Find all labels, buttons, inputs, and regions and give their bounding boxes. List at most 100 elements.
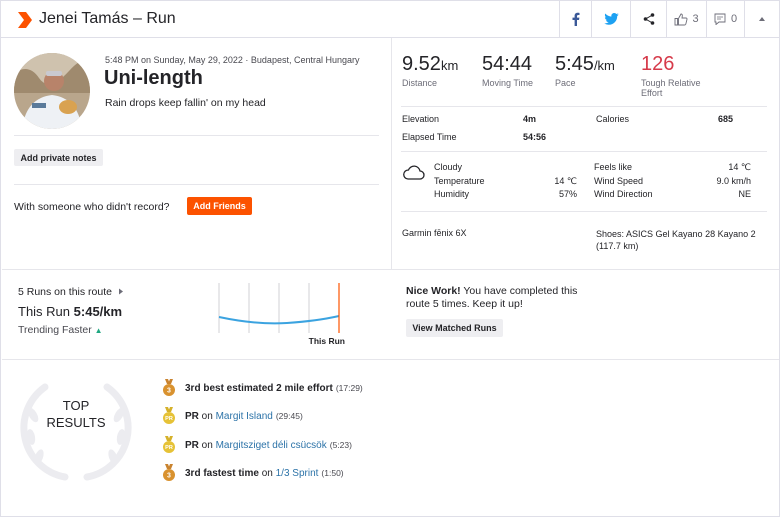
pace-number: 5:45	[555, 53, 594, 75]
nice-work-text: You have completed this route 5 times. K…	[406, 285, 578, 310]
calories-label: Calories	[596, 114, 630, 124]
segment-link[interactable]: 1/3 Sprint	[275, 467, 319, 479]
page-title: Jenei Tamás – Run	[39, 10, 176, 27]
add-private-notes-button[interactable]: Add private notes	[14, 149, 103, 166]
activity-description: Rain drops keep fallin' on my head	[105, 97, 266, 109]
elapsed-time-value: 54:56	[523, 132, 547, 142]
pace-label: Pace	[555, 78, 576, 88]
result-time: (5:23)	[329, 440, 352, 450]
share-icon	[643, 13, 654, 25]
pace-unit: /km	[593, 58, 615, 73]
section-divider	[2, 269, 779, 270]
route-pace-chart[interactable]: This Run	[217, 283, 347, 345]
twitter-share-button[interactable]	[591, 1, 630, 37]
calories-value: 685	[718, 114, 734, 124]
trending-label: Trending Faster	[18, 324, 92, 336]
elevation-value: 4m	[523, 114, 537, 124]
result-time: (29:45)	[275, 411, 303, 421]
wind-speed-value: 9.0 km/h	[716, 176, 751, 186]
divider	[401, 211, 767, 212]
thumbs-up-icon	[674, 13, 688, 25]
segment-link[interactable]: Margit Island	[215, 410, 273, 422]
facebook-icon	[572, 12, 579, 26]
column-divider	[391, 38, 392, 269]
top-result-item: PR PR on Margit Island (29:45)	[161, 406, 303, 426]
collapse-button[interactable]	[744, 1, 779, 37]
top-results-heading: TOP RESULTS	[21, 397, 131, 431]
top-result-item: 3 3rd fastest time on 1/3 Sprint (1:50)	[161, 463, 344, 483]
pace-trend-line	[218, 315, 340, 325]
nice-work-bold: Nice Work!	[406, 285, 461, 297]
comment-icon	[714, 13, 726, 25]
wind-direction-label: Wind Direction	[594, 189, 653, 199]
this-run-prefix: This Run	[18, 304, 71, 319]
result-title: PR	[185, 410, 199, 422]
route-runs-link[interactable]: 5 Runs on this route	[18, 286, 124, 298]
relative-effort-label: Tough Relative Effort	[641, 78, 701, 98]
divider	[14, 135, 379, 136]
view-matched-runs-button[interactable]: View Matched Runs	[406, 319, 503, 337]
trend-up-icon: ▲	[94, 326, 103, 335]
distance-value: 9.52km	[402, 53, 458, 76]
section-divider	[2, 359, 779, 360]
with-someone-text: With someone who didn't record?	[14, 201, 170, 213]
device-name: Garmin fēnix 6X	[402, 228, 467, 238]
result-time: (17:29)	[335, 383, 363, 393]
result-time: (1:50)	[321, 468, 344, 478]
cloud-icon	[403, 165, 425, 180]
activity-name: Uni-length	[104, 67, 203, 89]
feels-like-value: 14 ℃	[728, 162, 751, 172]
svg-text:PR: PR	[165, 416, 173, 422]
caret-up-icon	[759, 17, 765, 21]
pace-value: 5:45/km	[555, 53, 615, 76]
result-connector: on	[258, 467, 276, 479]
comments-button[interactable]: 0	[706, 1, 744, 37]
activity-type-chevron-icon	[18, 12, 32, 28]
nice-work-message: Nice Work! You have completed this route…	[406, 285, 586, 311]
trending-text: Trending Faster ▲	[18, 324, 103, 336]
athlete-photo	[14, 53, 90, 129]
add-friends-button[interactable]: Add Friends	[187, 197, 252, 215]
distance-label: Distance	[402, 78, 438, 88]
pr-medal-icon: PR	[163, 407, 175, 424]
wind-direction-value: NE	[738, 189, 751, 199]
divider	[14, 184, 379, 185]
facebook-share-button[interactable]	[559, 1, 591, 37]
wind-speed-label: Wind Speed	[594, 176, 644, 186]
temperature-label: Temperature	[434, 176, 485, 186]
humidity-label: Humidity	[434, 189, 470, 199]
top-result-item: 3 3rd best estimated 2 mile effort (17:2…	[161, 378, 363, 398]
athlete-avatar[interactable]	[14, 53, 90, 129]
distance-unit: km	[440, 58, 459, 73]
shoes-info[interactable]: Shoes: ASICS Gel Kayano 28 Kayano 2 (117…	[596, 229, 756, 251]
moving-time-value: 54:44	[482, 53, 533, 75]
result-connector: on	[198, 410, 216, 422]
elevation-label: Elevation	[402, 114, 440, 124]
humidity-value: 57%	[558, 189, 577, 199]
result-title: 3rd best estimated 2 mile effort	[185, 382, 333, 394]
elapsed-time-label: Elapsed Time	[402, 132, 457, 142]
this-run-pace-value: 5:45/km	[73, 304, 123, 319]
kudos-button[interactable]: 3	[666, 1, 706, 37]
segment-link[interactable]: Margitsziget déli csücsök	[215, 439, 327, 451]
share-button[interactable]	[630, 1, 666, 37]
feels-like-label: Feels like	[594, 162, 633, 172]
divider	[401, 106, 767, 107]
kudos-count: 3	[692, 13, 699, 25]
activity-header: Jenei Tamás – Run 3 0	[1, 1, 779, 38]
svg-text:3: 3	[167, 473, 171, 480]
divider	[401, 151, 767, 152]
pr-medal-icon: PR	[163, 436, 175, 453]
route-count-text: 5 Runs on this route	[18, 286, 112, 298]
relative-effort-value[interactable]: 126	[641, 53, 675, 75]
chevron-right-icon	[118, 288, 123, 295]
svg-text:PR: PR	[165, 445, 173, 451]
svg-text:3: 3	[167, 388, 171, 395]
twitter-icon	[603, 13, 619, 25]
comments-count: 0	[730, 13, 738, 25]
top-results-line1: TOP	[62, 398, 90, 413]
result-title: PR	[185, 439, 199, 451]
laurel-wreath-icon	[20, 383, 132, 481]
temperature-value: 14 ℃	[554, 176, 577, 186]
